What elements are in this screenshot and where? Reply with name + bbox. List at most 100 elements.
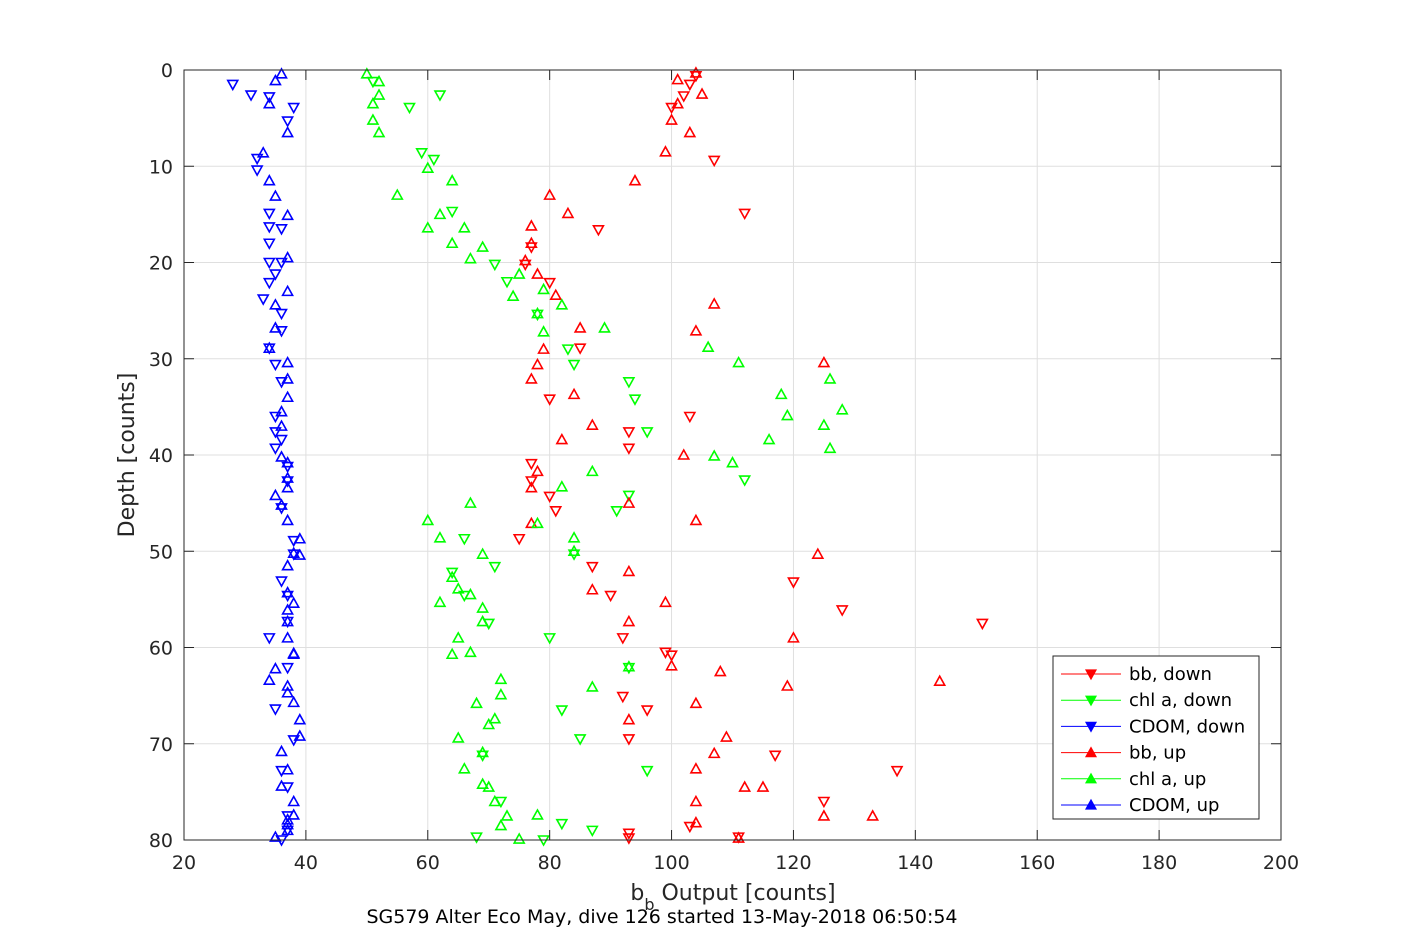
data-point — [622, 662, 636, 675]
data-point — [281, 208, 294, 221]
data-point — [427, 154, 441, 167]
data-point — [622, 713, 636, 725]
data-point — [506, 289, 520, 301]
data-point — [262, 673, 276, 686]
data-point — [598, 321, 611, 333]
data-point — [707, 155, 721, 168]
data-point — [537, 342, 550, 354]
data-point — [817, 796, 831, 809]
data-point — [531, 357, 544, 370]
x-tick-label: 80 — [538, 852, 562, 874]
data-point — [451, 731, 465, 743]
legend-marker — [1084, 695, 1098, 707]
data-point — [659, 145, 672, 157]
data-point — [293, 713, 307, 725]
data-point — [360, 67, 374, 79]
data-point — [281, 481, 294, 493]
data-point — [281, 603, 294, 615]
legend-marker — [1084, 798, 1098, 810]
data-point — [287, 647, 301, 660]
data-point — [933, 674, 947, 686]
data-point — [421, 513, 435, 526]
x-axis-label-subscript: b — [644, 895, 654, 914]
data-point — [494, 672, 508, 685]
data-point — [817, 418, 831, 430]
legend-label: chl a, up — [1129, 769, 1206, 790]
legend-label: chl a, down — [1129, 690, 1232, 711]
data-point — [293, 532, 307, 544]
data-point — [585, 680, 599, 692]
data-point — [275, 498, 288, 510]
data-point — [525, 476, 538, 488]
data-point — [525, 481, 538, 493]
data-point — [622, 660, 636, 672]
data-point — [567, 531, 581, 543]
legend-entry: bb, up — [1061, 743, 1186, 764]
data-point — [683, 125, 697, 138]
x-tick-label: 140 — [897, 852, 933, 874]
data-point — [269, 73, 282, 86]
data-point — [372, 74, 386, 87]
x-axis-label: bb Output [counts] — [630, 881, 835, 914]
series-3 — [518, 66, 947, 843]
data-point — [482, 780, 496, 792]
x-tick-label: 60 — [416, 852, 440, 874]
data-point — [689, 794, 703, 807]
data-point — [366, 113, 380, 125]
x-tick-label: 40 — [294, 852, 318, 874]
series-4 — [360, 67, 849, 844]
data-point — [866, 809, 880, 821]
data-point — [555, 480, 569, 492]
data-point — [293, 548, 307, 560]
data-point — [281, 251, 294, 263]
data-point — [269, 411, 282, 424]
data-point — [500, 809, 514, 821]
data-point — [445, 236, 459, 249]
data-point — [573, 343, 587, 355]
data-point — [622, 833, 636, 845]
data-point — [269, 443, 282, 455]
data-point — [275, 67, 288, 79]
data-point — [445, 174, 459, 186]
data-point — [275, 257, 288, 270]
data-point — [281, 823, 294, 836]
data-point — [281, 390, 294, 403]
data-point — [281, 372, 294, 384]
data-point — [525, 236, 538, 249]
data-point — [665, 650, 678, 662]
data-point — [555, 432, 569, 445]
data-point — [275, 405, 288, 417]
data-point — [445, 647, 459, 660]
data-point — [281, 614, 294, 627]
data-point — [269, 830, 282, 842]
y-tick-label: 0 — [161, 60, 173, 82]
data-point — [567, 387, 581, 400]
data-point — [287, 695, 301, 708]
data-point — [269, 427, 282, 439]
data-point — [512, 832, 526, 844]
legend-entry: bb, down — [1061, 664, 1212, 685]
data-point — [671, 97, 685, 109]
data-point — [287, 549, 301, 561]
data-point — [494, 818, 508, 831]
data-point — [476, 614, 489, 627]
y-tick-label: 50 — [149, 541, 173, 563]
data-point — [262, 277, 276, 290]
data-point — [275, 744, 288, 757]
legend-marker — [1084, 669, 1098, 681]
data-point — [433, 90, 447, 102]
data-point — [275, 450, 288, 462]
legend-entry: chl a, up — [1061, 769, 1206, 790]
data-point — [640, 427, 654, 439]
legend-label: CDOM, down — [1129, 716, 1245, 737]
data-point — [281, 763, 294, 775]
legend-entry: chl a, down — [1061, 690, 1232, 711]
data-point — [622, 564, 636, 577]
data-point — [433, 207, 447, 220]
data-point — [262, 238, 276, 250]
data-point — [628, 394, 642, 406]
data-point — [281, 559, 294, 571]
data-point — [659, 595, 672, 608]
data-point — [269, 488, 282, 501]
data-point — [720, 730, 733, 742]
